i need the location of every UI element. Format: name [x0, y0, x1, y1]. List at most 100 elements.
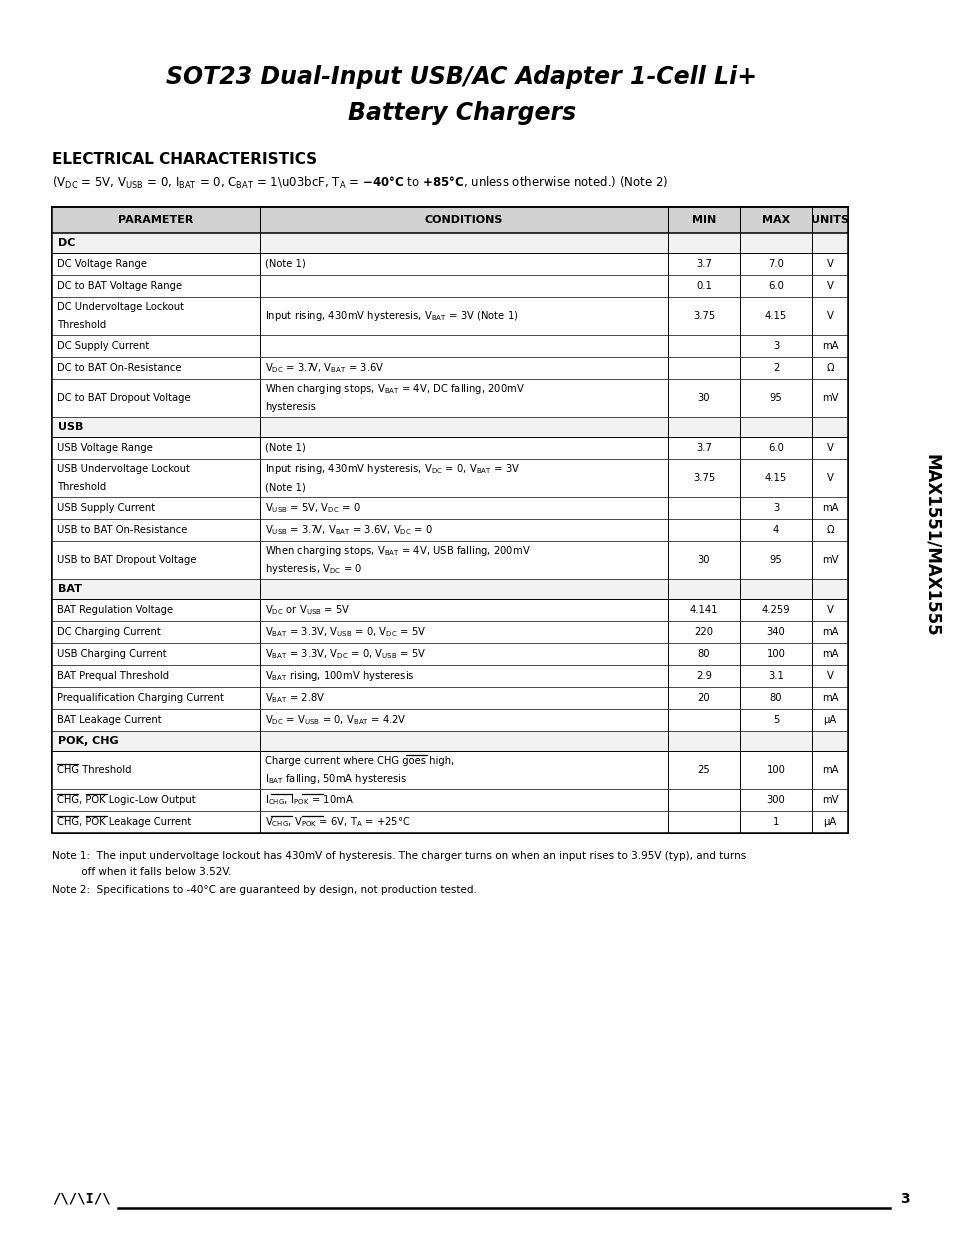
Bar [52, 496, 847, 519]
Text: 30: 30 [697, 393, 709, 403]
Text: (Note 1): (Note 1) [265, 483, 305, 493]
Text: 100: 100 [766, 764, 784, 776]
Text: V$_{\mathrm{BAT}}$ rising, 100mV hysteresis: V$_{\mathrm{BAT}}$ rising, 100mV hystere… [265, 669, 415, 683]
Text: 220: 220 [694, 627, 713, 637]
Text: DC: DC [58, 238, 75, 248]
Text: mV: mV [821, 393, 838, 403]
Text: USB to BAT Dropout Voltage: USB to BAT Dropout Voltage [57, 555, 196, 564]
Text: mA: mA [821, 650, 838, 659]
Text: (V$_\mathrm{DC}$ = 5V, V$_\mathrm{USB}$ = 0, I$_\mathrm{BAT}$ = 0, C$_\mathrm{BA: (V$_\mathrm{DC}$ = 5V, V$_\mathrm{USB}$ … [52, 175, 668, 191]
Bar [52, 207, 847, 832]
Text: mA: mA [821, 341, 838, 351]
Bar [52, 233, 847, 253]
Bar [52, 643, 847, 664]
Text: Note 2:  Specifications to -40°C are guaranteed by design, not production tested: Note 2: Specifications to -40°C are guar… [52, 885, 476, 895]
Bar [52, 437, 847, 459]
Text: DC to BAT Dropout Voltage: DC to BAT Dropout Voltage [57, 393, 191, 403]
Text: DC Undervoltage Lockout: DC Undervoltage Lockout [57, 301, 184, 311]
Text: 100: 100 [766, 650, 784, 659]
Text: mA: mA [821, 693, 838, 703]
Text: mV: mV [821, 555, 838, 564]
Bar [52, 357, 847, 379]
Text: Ω: Ω [825, 525, 833, 535]
Bar [52, 579, 847, 599]
Text: mV: mV [821, 795, 838, 805]
Text: PARAMETER: PARAMETER [118, 215, 193, 225]
Text: POK, CHG: POK, CHG [58, 736, 118, 746]
Text: μA: μA [822, 818, 836, 827]
Text: /\/\I/\: /\/\I/\ [52, 1192, 111, 1207]
Text: mA: mA [821, 764, 838, 776]
Text: V: V [825, 311, 833, 321]
Bar [52, 541, 847, 579]
Text: When charging stops, V$_{\mathrm{BAT}}$ = 4V, DC falling, 200mV: When charging stops, V$_{\mathrm{BAT}}$ … [265, 382, 524, 395]
Text: 7.0: 7.0 [767, 259, 783, 269]
Text: 25: 25 [697, 764, 710, 776]
Text: V$_{\mathrm{DC}}$ = 3.7V, V$_{\mathrm{BAT}}$ = 3.6V: V$_{\mathrm{DC}}$ = 3.7V, V$_{\mathrm{BA… [265, 361, 384, 375]
Text: Input rising, 430mV hysteresis, V$_{\mathrm{DC}}$ = 0, V$_{\mathrm{BAT}}$ = 3V: Input rising, 430mV hysteresis, V$_{\mat… [265, 462, 519, 475]
Text: 3: 3 [772, 503, 779, 513]
Text: μA: μA [822, 715, 836, 725]
Text: 340: 340 [766, 627, 784, 637]
Text: 3: 3 [899, 1192, 908, 1207]
Text: hysteresis, V$_{\mathrm{DC}}$ = 0: hysteresis, V$_{\mathrm{DC}}$ = 0 [265, 562, 362, 577]
Text: 3: 3 [772, 341, 779, 351]
Text: DC Voltage Range: DC Voltage Range [57, 259, 147, 269]
Text: 4.15: 4.15 [764, 311, 786, 321]
Text: V$_{\mathrm{DC}}$ = V$_{\mathrm{USB}}$ = 0, V$_{\mathrm{BAT}}$ = 4.2V: V$_{\mathrm{DC}}$ = V$_{\mathrm{USB}}$ =… [265, 713, 406, 727]
Bar [52, 731, 847, 751]
Text: V$_{\mathrm{USB}}$ = 3.7V, V$_{\mathrm{BAT}}$ = 3.6V, V$_{\mathrm{DC}}$ = 0: V$_{\mathrm{USB}}$ = 3.7V, V$_{\mathrm{B… [265, 524, 433, 537]
Text: UNITS: UNITS [810, 215, 848, 225]
Text: USB to BAT On-Resistance: USB to BAT On-Resistance [57, 525, 187, 535]
Bar [52, 253, 847, 275]
Text: Prequalification Charging Current: Prequalification Charging Current [57, 693, 224, 703]
Text: V$_{\mathrm{BAT}}$ = 3.3V, V$_{\mathrm{DC}}$ = 0, V$_{\mathrm{USB}}$ = 5V: V$_{\mathrm{BAT}}$ = 3.3V, V$_{\mathrm{D… [265, 647, 426, 661]
Bar [52, 379, 847, 417]
Text: 2: 2 [772, 363, 779, 373]
Text: I$_{\mathrm{BAT}}$ falling, 50mA hysteresis: I$_{\mathrm{BAT}}$ falling, 50mA hystere… [265, 773, 407, 787]
Bar [52, 459, 847, 496]
Text: V: V [825, 443, 833, 453]
Bar [52, 811, 847, 832]
Text: 6.0: 6.0 [767, 443, 783, 453]
Text: ELECTRICAL CHARACTERISTICS: ELECTRICAL CHARACTERISTICS [52, 152, 316, 167]
Bar [52, 275, 847, 296]
Text: 20: 20 [697, 693, 710, 703]
Text: V$_{\mathrm{DC}}$ or V$_{\mathrm{USB}}$ = 5V: V$_{\mathrm{DC}}$ or V$_{\mathrm{USB}}$ … [265, 603, 350, 618]
Text: CHG, POK Leakage Current: CHG, POK Leakage Current [57, 818, 191, 827]
Text: 80: 80 [769, 693, 781, 703]
Text: V$_{\mathrm{BAT}}$ = 2.8V: V$_{\mathrm{BAT}}$ = 2.8V [265, 692, 325, 705]
Bar [52, 599, 847, 621]
Text: USB: USB [58, 422, 83, 432]
Text: USB Supply Current: USB Supply Current [57, 503, 155, 513]
Text: 80: 80 [697, 650, 709, 659]
Text: Battery Chargers: Battery Chargers [348, 101, 576, 125]
Bar [52, 207, 847, 233]
Text: 1: 1 [772, 818, 779, 827]
Text: off when it falls below 3.52V.: off when it falls below 3.52V. [52, 867, 232, 877]
Text: 95: 95 [769, 393, 781, 403]
Bar [52, 664, 847, 687]
Text: BAT Leakage Current: BAT Leakage Current [57, 715, 161, 725]
Text: mA: mA [821, 503, 838, 513]
Text: Input rising, 430mV hysteresis, V$_{\mathrm{BAT}}$ = 3V (Note 1): Input rising, 430mV hysteresis, V$_{\mat… [265, 309, 517, 324]
Text: When charging stops, V$_{\mathrm{BAT}}$ = 4V, USB falling, 200mV: When charging stops, V$_{\mathrm{BAT}}$ … [265, 543, 530, 557]
Text: CHG, POK Logic-Low Output: CHG, POK Logic-Low Output [57, 795, 195, 805]
Text: V$_{\mathrm{USB}}$ = 5V, V$_{\mathrm{DC}}$ = 0: V$_{\mathrm{USB}}$ = 5V, V$_{\mathrm{DC}… [265, 501, 360, 515]
Text: I$_{\mathrm{CHG}}$, I$_{\mathrm{POK}}$ = 10mA: I$_{\mathrm{CHG}}$, I$_{\mathrm{POK}}$ =… [265, 793, 354, 806]
Text: DC to BAT On-Resistance: DC to BAT On-Resistance [57, 363, 181, 373]
Bar [52, 709, 847, 731]
Text: (Note 1): (Note 1) [265, 259, 305, 269]
Text: Charge current where CHG goes high,: Charge current where CHG goes high, [265, 756, 454, 766]
Text: CHG Threshold: CHG Threshold [57, 764, 132, 776]
Text: V: V [825, 259, 833, 269]
Text: 2.9: 2.9 [696, 671, 711, 680]
Text: 0.1: 0.1 [696, 282, 711, 291]
Text: V: V [825, 671, 833, 680]
Text: mA: mA [821, 627, 838, 637]
Text: MAX1551/MAX1555: MAX1551/MAX1555 [923, 453, 940, 636]
Text: BAT Prequal Threshold: BAT Prequal Threshold [57, 671, 169, 680]
Text: USB Undervoltage Lockout: USB Undervoltage Lockout [57, 463, 190, 473]
Text: BAT: BAT [58, 584, 82, 594]
Text: SOT23 Dual-Input USB/AC Adapter 1-Cell Li+: SOT23 Dual-Input USB/AC Adapter 1-Cell L… [167, 65, 757, 89]
